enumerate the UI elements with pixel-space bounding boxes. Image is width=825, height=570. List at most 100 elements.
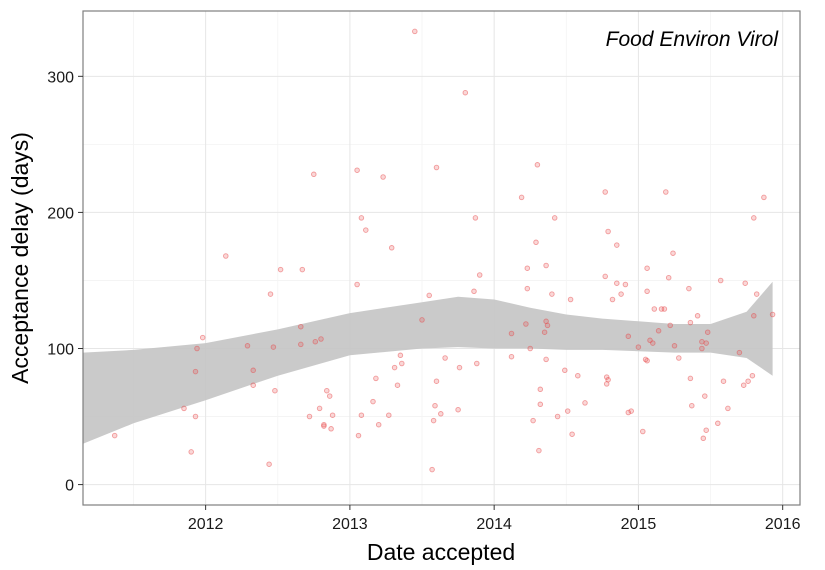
data-point	[472, 215, 479, 221]
y-tick-label: 0	[65, 478, 74, 495]
data-point	[298, 341, 304, 348]
data-point	[543, 356, 549, 363]
data-point	[640, 428, 646, 435]
data-point	[354, 167, 360, 173]
data-point	[388, 245, 395, 251]
data-point	[582, 400, 588, 406]
data-point	[199, 334, 206, 341]
data-point	[324, 387, 330, 394]
data-point	[742, 280, 748, 286]
data-point	[355, 432, 362, 439]
data-point	[462, 89, 469, 96]
data-point	[397, 352, 404, 359]
y-tick-label: 300	[47, 69, 74, 86]
data-point	[277, 266, 284, 273]
data-point	[272, 387, 278, 394]
data-point	[318, 336, 324, 342]
data-point	[644, 288, 650, 295]
minor-gridlines-y	[83, 143, 800, 417]
data-point	[618, 291, 624, 297]
data-point	[354, 281, 360, 288]
data-point	[694, 313, 701, 319]
data-point	[518, 194, 525, 201]
data-point	[430, 417, 437, 424]
data-point	[551, 215, 558, 221]
data-point	[676, 355, 682, 361]
data-point	[380, 174, 386, 180]
data-point	[644, 357, 650, 364]
data-point	[306, 413, 313, 420]
data-point	[537, 386, 544, 393]
data-point	[575, 372, 581, 379]
data-point	[644, 265, 650, 271]
data-point	[530, 417, 536, 424]
data-point	[223, 253, 229, 259]
data-point	[769, 311, 776, 318]
data-point	[687, 319, 694, 326]
data-point	[524, 265, 531, 271]
data-point	[316, 405, 323, 412]
data-point	[651, 306, 658, 312]
data-point	[720, 378, 727, 384]
data-point	[667, 322, 673, 329]
data-point	[609, 296, 616, 303]
data-point	[429, 466, 435, 473]
data-point	[326, 393, 333, 399]
confidence-band	[83, 281, 773, 444]
data-point	[663, 189, 669, 195]
data-point	[456, 364, 463, 371]
data-point	[689, 402, 695, 409]
data-point	[328, 426, 334, 432]
data-point	[533, 239, 539, 246]
data-point	[761, 194, 767, 201]
data-point	[602, 273, 608, 280]
plot-panel-background	[83, 11, 800, 505]
data-point	[670, 250, 676, 256]
data-point	[270, 344, 277, 350]
data-point	[537, 401, 544, 408]
data-point	[298, 323, 304, 330]
data-point	[426, 292, 432, 299]
data-point	[375, 421, 382, 428]
data-point	[704, 329, 711, 335]
data-point	[544, 322, 551, 329]
data-point	[703, 427, 709, 433]
data-point	[442, 355, 448, 361]
data-point	[628, 408, 634, 414]
y-axis-ticks: 0 100 200 300	[47, 69, 83, 495]
data-point	[363, 227, 369, 233]
data-point	[299, 266, 306, 273]
data-point	[562, 367, 568, 374]
plot-panel-border	[82, 10, 801, 506]
data-point	[455, 406, 461, 413]
data-point	[753, 291, 760, 297]
data-point	[625, 409, 632, 416]
panel-label: Food Environ Virol	[606, 28, 780, 51]
data-point	[358, 412, 365, 418]
data-point	[541, 329, 548, 335]
x-axis-ticks: 2012 2013 2014 2015 2016	[188, 505, 801, 533]
data-point	[194, 345, 200, 352]
x-tick-label: 2012	[188, 516, 224, 533]
data-point	[536, 447, 542, 454]
data-point	[686, 285, 692, 292]
data-point	[736, 349, 743, 356]
data-point	[474, 360, 480, 367]
data-point	[111, 432, 118, 439]
data-point	[250, 367, 256, 374]
data-point	[412, 28, 418, 35]
data-point	[745, 378, 751, 384]
data-point	[687, 375, 694, 382]
data-point	[438, 411, 444, 417]
data-point	[394, 382, 401, 388]
data-point	[549, 291, 555, 297]
data-point	[188, 449, 194, 455]
data-point	[471, 288, 477, 295]
data-point	[671, 343, 678, 349]
data-point	[476, 272, 483, 278]
x-tick-label: 2016	[765, 516, 801, 533]
data-point	[192, 413, 199, 420]
data-point	[554, 413, 561, 420]
data-point	[250, 382, 256, 388]
data-point	[614, 242, 620, 248]
